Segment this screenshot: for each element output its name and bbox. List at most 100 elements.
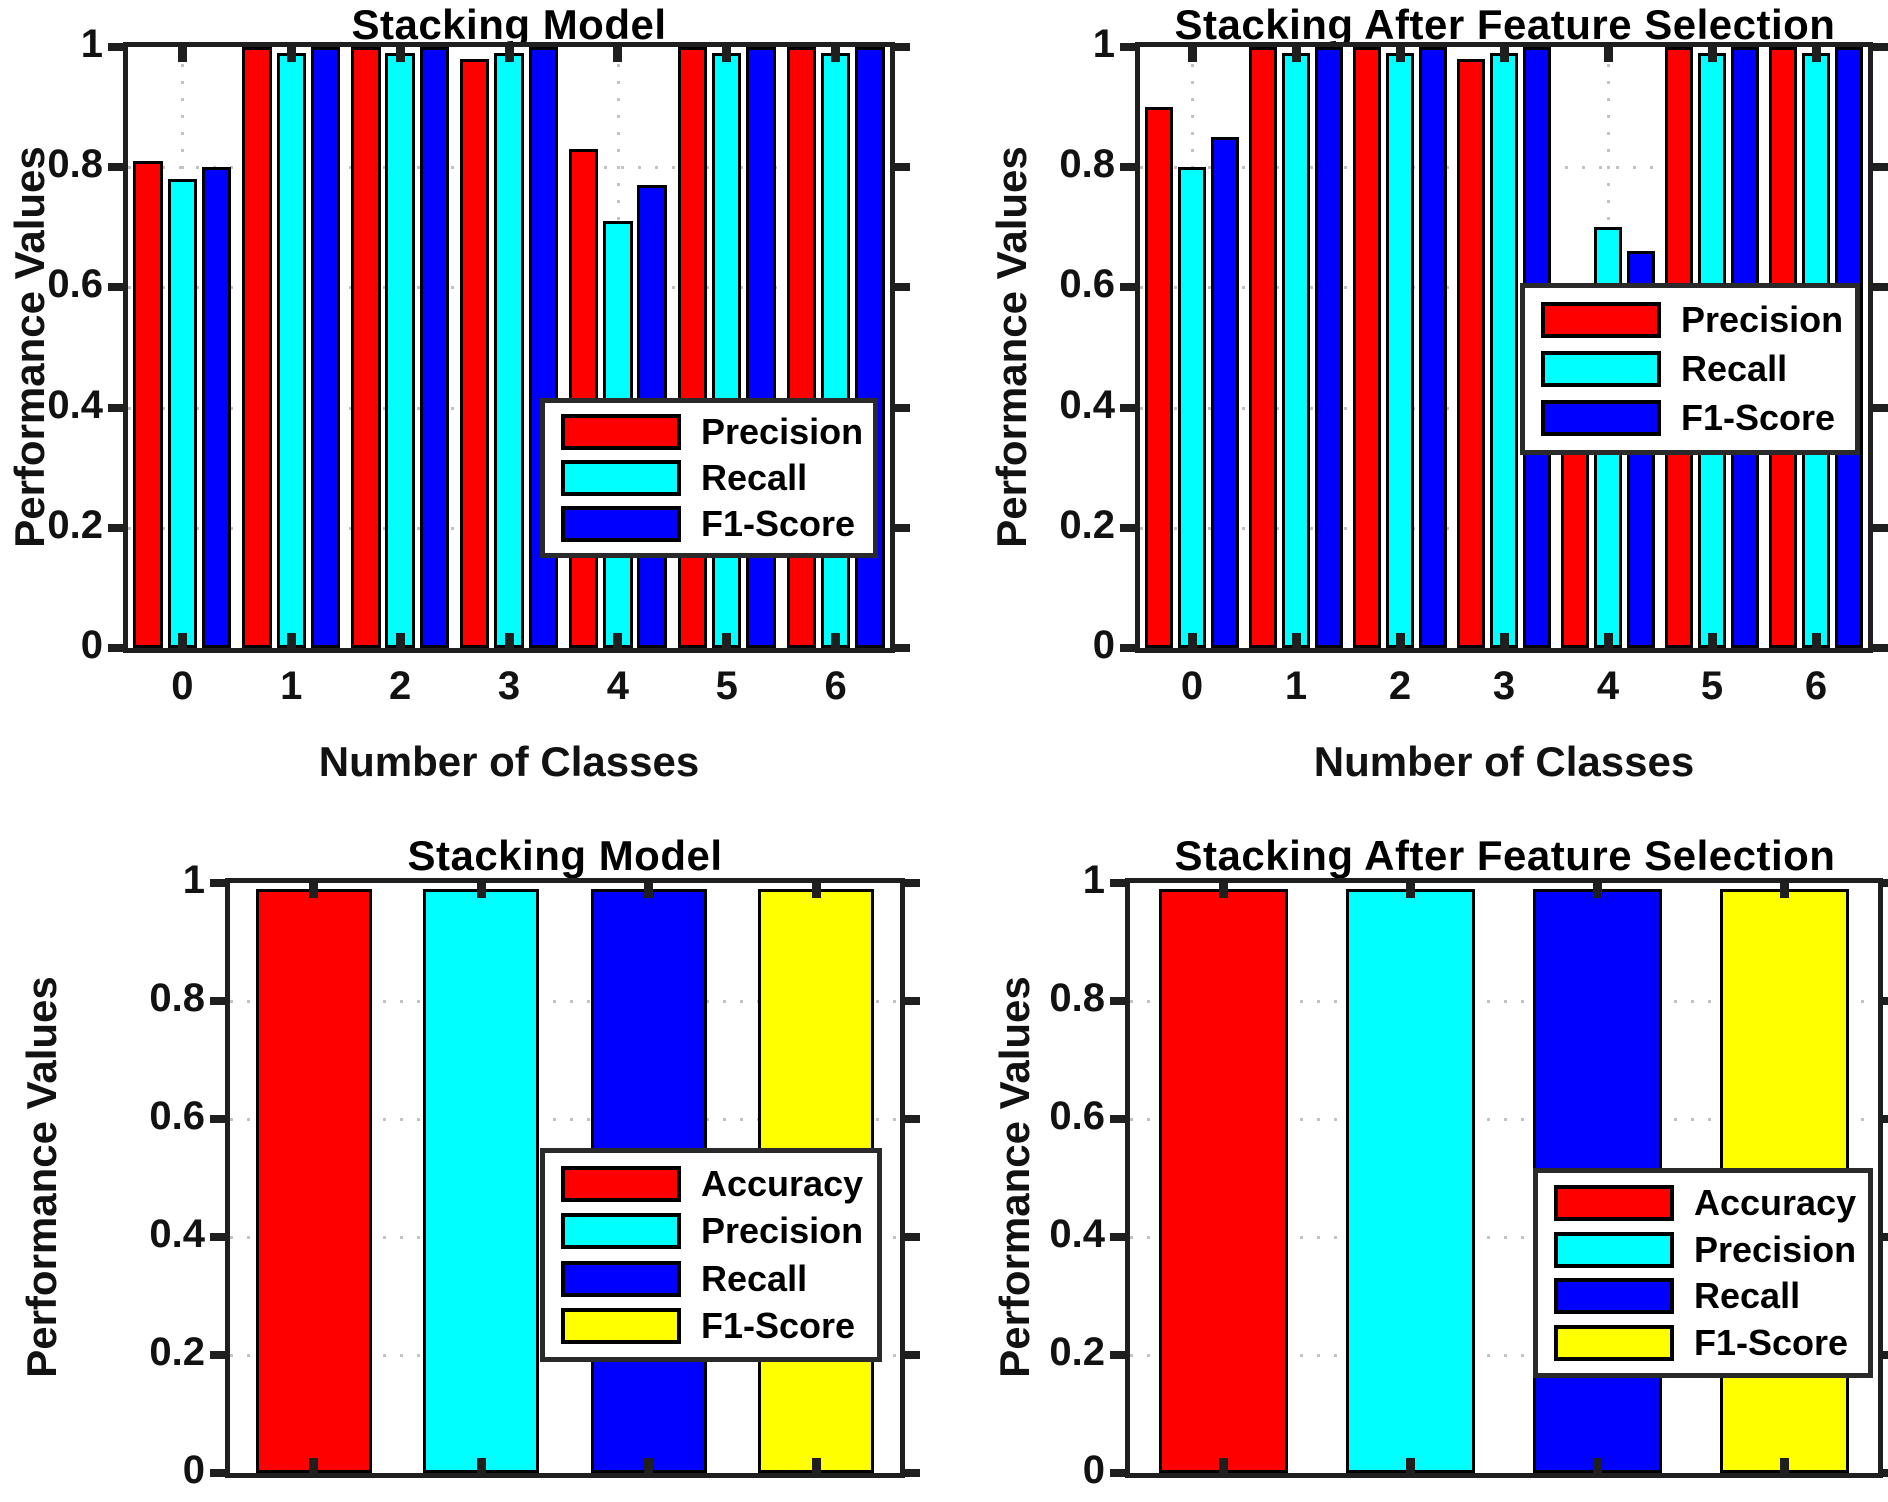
bar-accuracy: [1158, 888, 1288, 1473]
x-tick-mark: [1499, 633, 1509, 648]
y-tick-mark: [108, 43, 123, 51]
x-tick-label: 0: [1180, 664, 1204, 708]
x-tick-label: 6: [824, 664, 847, 708]
x-tick-mark: [395, 633, 405, 648]
chart-title-stacking-after-fs-top: Stacking After Feature Selection: [1174, 1, 1836, 48]
y-tick-mark: [210, 1115, 225, 1123]
x-axis-label-top-right: Number of Classes: [1313, 738, 1695, 785]
gridline-horizontal: [1130, 1118, 1878, 1121]
y-tick-mark: [905, 1115, 920, 1123]
x-tick-mark: [177, 633, 187, 648]
legend-entry-recall: Recall: [561, 457, 863, 499]
x-tick-mark: [1187, 633, 1197, 648]
y-tick-mark: [895, 283, 910, 292]
y-tick-mark: [1110, 1115, 1125, 1123]
x-tick-mark: [1395, 633, 1405, 648]
y-tick-mark: [1883, 879, 1888, 887]
legend-entry-accuracy: Accuracy: [1554, 1182, 1858, 1224]
legend-entry-f1-score: F1-Score: [1541, 397, 1845, 439]
x-tick-mark: [1780, 1458, 1789, 1473]
x-tick-mark: [1219, 883, 1228, 898]
bar-precision-class-2: [351, 47, 381, 648]
legend-swatch-precision: [561, 414, 681, 450]
legend-swatch-f1-score: [1541, 400, 1661, 436]
y-tick-label: 0.6: [149, 1094, 205, 1138]
x-tick-mark: [811, 1458, 821, 1473]
x-tick-mark: [309, 1458, 319, 1473]
bar-precision-class-2: [1353, 47, 1382, 648]
y-tick-mark: [210, 1233, 225, 1241]
y-tick-label: 0.6: [1049, 1094, 1105, 1138]
legend-swatch-recall: [561, 1260, 681, 1297]
legend-swatch-f1-score: [561, 506, 681, 542]
y-tick-mark: [1110, 1233, 1125, 1241]
legend-label: F1-Score: [1694, 1322, 1849, 1364]
y-tick-mark: [905, 1351, 920, 1359]
x-tick-mark: [831, 47, 841, 62]
x-tick-mark: [476, 1458, 486, 1473]
y-tick-label: 0.4: [1049, 1212, 1105, 1256]
x-tick-label: 1: [280, 664, 303, 708]
bar-recall-class-2: [1385, 53, 1415, 648]
bar-recall-class-6: [820, 53, 851, 648]
chart-title-stacking-model-bottom: Stacking Model: [407, 832, 723, 879]
x-tick-mark: [286, 47, 296, 62]
y-tick-mark: [108, 403, 123, 412]
y-tick-mark: [1110, 997, 1125, 1005]
y-tick-mark: [1873, 403, 1888, 412]
x-tick-mark: [613, 47, 623, 62]
y-tick-label: 0.8: [47, 142, 103, 187]
legend-entry-f1-score: F1-Score: [561, 503, 863, 545]
legend-label: Recall: [1694, 1275, 1801, 1317]
bar-recall-class-0: [167, 179, 198, 648]
bar-recall-class-1: [276, 53, 306, 648]
bar-precision: [423, 888, 540, 1473]
y-tick-mark: [895, 523, 910, 532]
legend-swatch-recall: [561, 460, 681, 496]
y-tick-mark: [1883, 1115, 1888, 1123]
y-tick-label: 0.2: [1049, 1330, 1105, 1374]
bar-recall-class-3: [494, 53, 524, 648]
legend-label: F1-Score: [701, 503, 856, 544]
bar-f1-score-class-1: [1314, 47, 1343, 648]
x-tick-label: 3: [1492, 664, 1516, 708]
legend-label: F1-Score: [701, 1305, 856, 1347]
x-tick-mark: [309, 883, 319, 898]
y-tick-label: 0.8: [149, 976, 205, 1020]
x-tick-mark: [1811, 633, 1821, 648]
y-tick-mark: [1120, 644, 1135, 652]
x-tick-mark: [1406, 1458, 1415, 1473]
y-tick-mark: [895, 163, 910, 172]
legend-label: Precision: [1694, 1228, 1857, 1270]
x-tick-label: 4: [1596, 664, 1620, 708]
chart-title-stacking-model-top: Stacking Model: [351, 1, 667, 48]
y-tick-mark: [1883, 1469, 1888, 1477]
y-tick-mark: [1873, 644, 1888, 652]
bar-f1-score-class-2: [1418, 47, 1447, 648]
legend-entry-recall: Recall: [1541, 348, 1845, 390]
x-tick-label: 2: [1388, 664, 1412, 708]
x-tick-mark: [476, 883, 486, 898]
bar-precision-class-3: [1457, 59, 1486, 648]
legend-label: Accuracy: [701, 1162, 864, 1204]
legend: Precision Recall F1-Score: [1520, 283, 1860, 455]
y-tick-mark: [1873, 523, 1888, 532]
x-tick-mark: [1219, 1458, 1228, 1473]
bar-precision-class-3: [460, 59, 490, 648]
plot-area-top-left: 0 0.2 0.4 0.6 0.8 1 0 1 2 3 4 5 6: [47, 22, 910, 708]
legend-entry-precision: Precision: [561, 411, 863, 453]
y-tick-mark: [210, 1351, 225, 1359]
x-tick-mark: [1187, 47, 1197, 62]
y-tick-mark: [108, 644, 123, 652]
legend: Accuracy Precision Recall F1-Score: [1533, 1168, 1873, 1378]
x-tick-label: 3: [497, 664, 521, 708]
x-tick-mark: [1291, 633, 1301, 648]
legend-swatch-precision: [1554, 1231, 1674, 1268]
x-tick-label: 2: [389, 664, 412, 708]
x-tick-label: 5: [1700, 664, 1724, 708]
x-tick-mark: [722, 633, 732, 648]
bar-recall-class-1: [1281, 53, 1311, 648]
x-tick-mark: [722, 47, 732, 62]
y-tick-mark: [895, 644, 910, 652]
gridline-horizontal: [230, 1000, 900, 1003]
